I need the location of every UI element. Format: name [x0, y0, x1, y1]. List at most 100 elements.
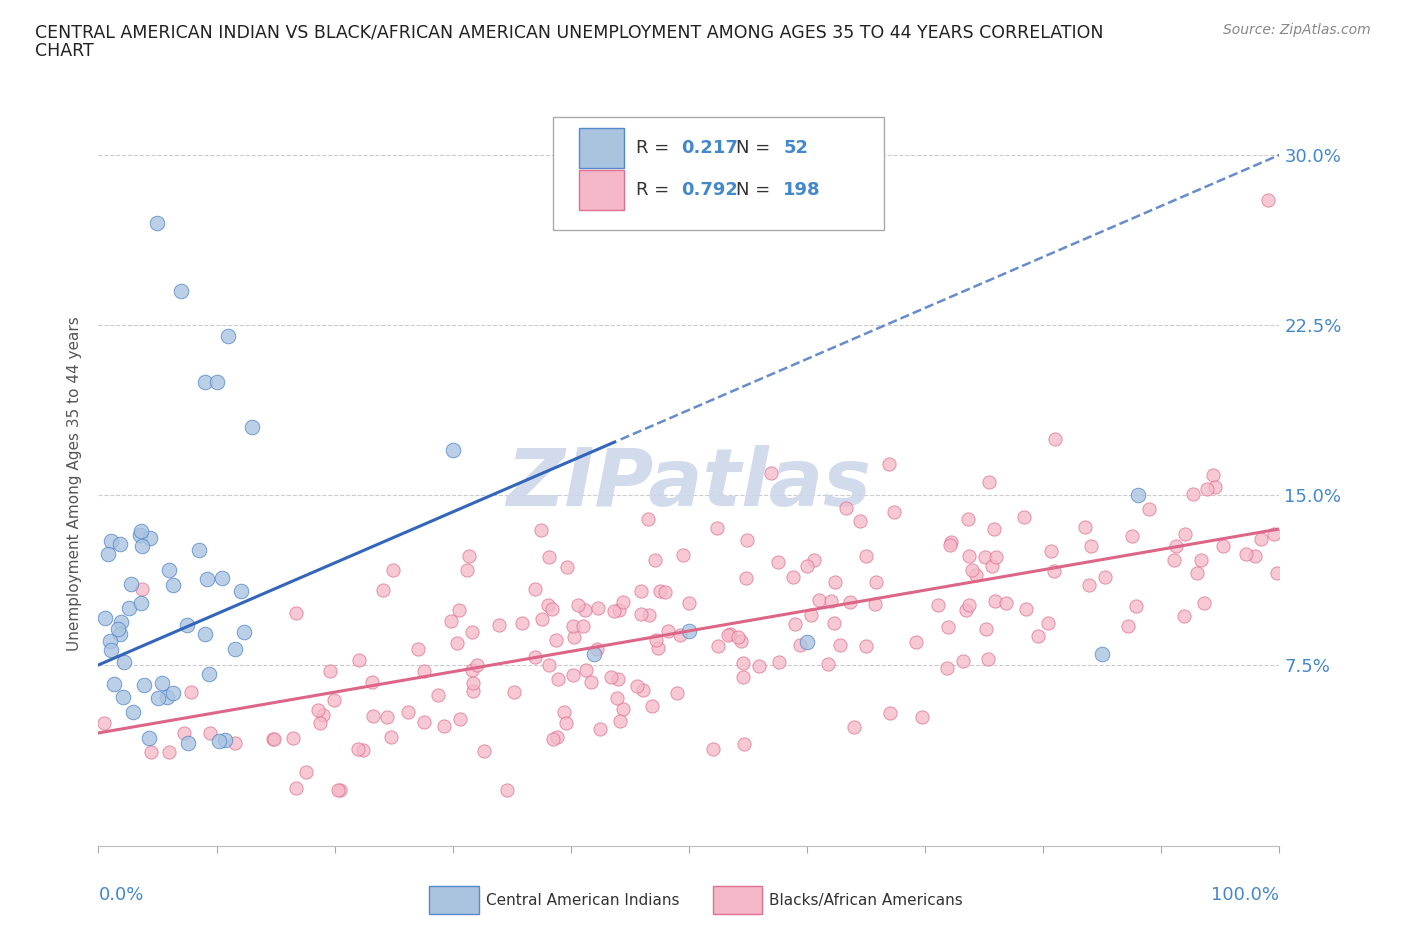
Point	[759, 465, 782, 480]
Point	[1257, 193, 1279, 207]
Point	[612, 702, 634, 717]
Point	[588, 601, 610, 616]
Point	[1187, 566, 1209, 581]
Point	[645, 633, 668, 648]
Point	[838, 595, 860, 610]
Point	[1243, 549, 1265, 564]
Text: 0.0%: 0.0%	[98, 886, 143, 904]
Point	[1163, 552, 1185, 567]
Point	[121, 704, 143, 719]
Point	[326, 782, 349, 797]
Point	[718, 627, 741, 642]
Point	[952, 654, 974, 669]
Point	[98, 633, 121, 648]
Text: 52: 52	[783, 140, 808, 157]
Point	[1015, 602, 1038, 617]
Point	[626, 679, 648, 694]
Point	[159, 563, 181, 578]
Point	[541, 732, 564, 747]
Point	[129, 524, 152, 538]
Point	[139, 745, 162, 760]
Text: R =: R =	[636, 140, 675, 157]
Point	[830, 638, 852, 653]
Point	[630, 583, 652, 598]
Point	[637, 512, 659, 526]
Point	[644, 553, 666, 568]
Point	[678, 596, 700, 611]
Point	[1174, 527, 1197, 542]
Point	[1012, 510, 1035, 525]
Point	[1116, 618, 1139, 633]
Text: N =: N =	[737, 181, 776, 199]
Point	[562, 630, 585, 644]
Point	[1166, 538, 1188, 553]
Point	[808, 592, 831, 607]
Point	[100, 643, 122, 658]
Point	[460, 662, 482, 677]
Point	[647, 641, 669, 656]
Point	[630, 606, 652, 621]
Point	[107, 621, 129, 636]
Point	[1043, 564, 1066, 578]
Point	[607, 671, 630, 686]
Point	[214, 732, 236, 747]
Text: ZIPatlas: ZIPatlas	[506, 445, 872, 523]
Point	[194, 374, 217, 389]
Point	[748, 658, 770, 673]
Point	[349, 652, 371, 667]
FancyBboxPatch shape	[553, 117, 884, 230]
Point	[205, 374, 228, 389]
Point	[433, 719, 456, 734]
Point	[1182, 486, 1205, 501]
Point	[965, 567, 987, 582]
Point	[329, 782, 352, 797]
Point	[733, 737, 755, 751]
Point	[672, 548, 695, 563]
Point	[973, 550, 995, 565]
Point	[217, 329, 239, 344]
Point	[603, 604, 626, 618]
Point	[457, 549, 479, 564]
Point	[879, 706, 901, 721]
Point	[904, 634, 927, 649]
Text: N =: N =	[737, 140, 776, 157]
Point	[1028, 629, 1050, 644]
Point	[108, 537, 131, 551]
Point	[735, 533, 758, 548]
Point	[94, 611, 117, 626]
Point	[211, 571, 233, 586]
Point	[120, 576, 142, 591]
Point	[441, 442, 464, 457]
Point	[138, 731, 160, 746]
Text: CENTRAL AMERICAN INDIAN VS BLACK/AFRICAN AMERICAN UNEMPLOYMENT AMONG AGES 35 TO : CENTRAL AMERICAN INDIAN VS BLACK/AFRICAN…	[35, 23, 1104, 41]
Point	[702, 741, 724, 756]
Text: CHART: CHART	[35, 42, 94, 60]
Point	[555, 715, 578, 730]
Point	[1043, 432, 1066, 446]
Point	[609, 713, 631, 728]
Point	[240, 419, 263, 434]
Point	[488, 618, 510, 632]
Point	[583, 646, 606, 661]
Point	[229, 583, 252, 598]
Point	[472, 744, 495, 759]
Point	[986, 550, 1008, 565]
Point	[641, 698, 664, 713]
Point	[654, 584, 676, 599]
Point	[1125, 598, 1147, 613]
Point	[1204, 480, 1226, 495]
Point	[1195, 482, 1218, 497]
Point	[657, 623, 679, 638]
Point	[960, 563, 983, 578]
Point	[1073, 519, 1095, 534]
Point	[706, 639, 728, 654]
Point	[817, 657, 839, 671]
Point	[446, 636, 468, 651]
Point	[572, 618, 595, 633]
FancyBboxPatch shape	[429, 886, 478, 914]
Point	[939, 538, 962, 552]
Point	[935, 661, 957, 676]
Point	[285, 605, 308, 620]
Point	[538, 658, 561, 672]
Point	[132, 677, 155, 692]
